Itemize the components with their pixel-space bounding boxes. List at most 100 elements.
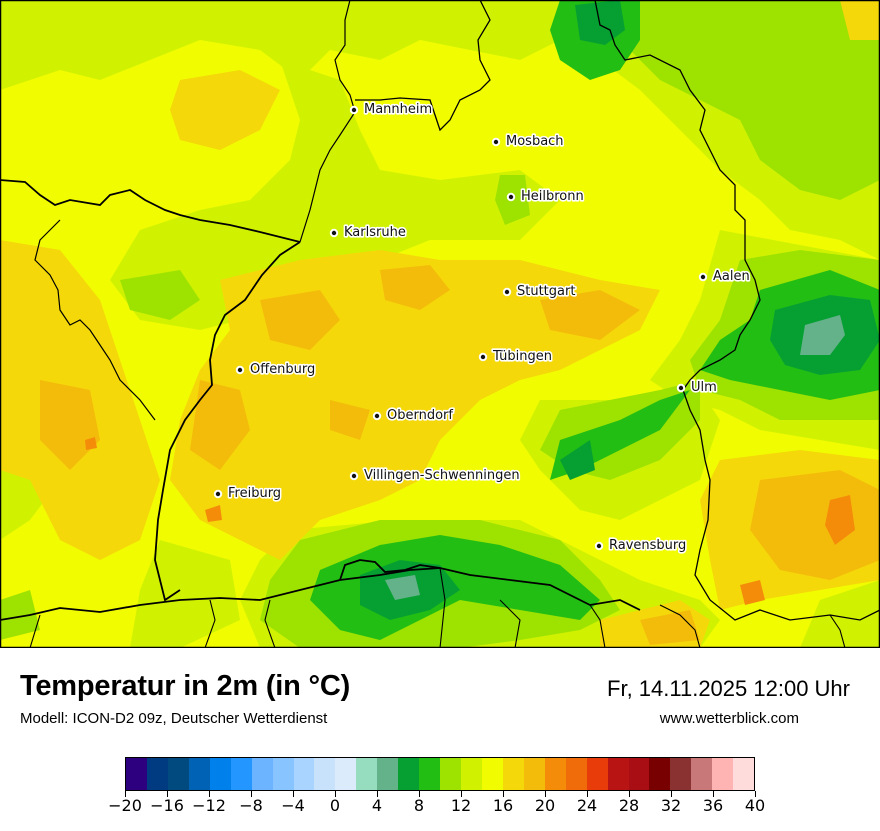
colorbar-segment	[481, 758, 503, 790]
city-marker: Mannheim	[349, 100, 434, 119]
city-label: Stuttgart	[517, 284, 575, 299]
city-dot-icon	[329, 228, 339, 238]
colorbar-tick	[251, 791, 252, 797]
colorbar-segment	[251, 758, 273, 790]
colorbar-tick	[587, 791, 588, 797]
colorbar-segment	[712, 758, 734, 790]
temp-band-20-22	[85, 437, 855, 605]
city-marker: Mosbach	[491, 132, 565, 151]
colorbar-segment	[272, 758, 294, 790]
city-dot-icon	[235, 365, 245, 375]
colorbar-segment	[691, 758, 713, 790]
colorbar-tick-label: 12	[450, 796, 472, 815]
colorbar-tick	[335, 791, 336, 797]
city-dot-icon	[676, 383, 686, 393]
colorbar-segment	[167, 758, 189, 790]
city-label: Oberndorf	[387, 408, 453, 423]
city-dot-icon	[594, 541, 604, 551]
city-marker: Aalen	[698, 267, 751, 286]
colorbar-tick-label: 0	[329, 796, 341, 815]
colorbar-segment	[126, 758, 147, 790]
city-label: Mannheim	[364, 102, 432, 117]
colorbar-segment	[523, 758, 545, 790]
valid-datetime: Fr, 14.11.2025 12:00 Uhr	[607, 676, 850, 701]
city-dot-icon	[506, 192, 516, 202]
colorbar-tick-label: 20	[534, 796, 556, 815]
city-label: Heilbronn	[521, 189, 584, 204]
colorbar-tick-label: 36	[702, 796, 724, 815]
city-label: Freiburg	[228, 486, 281, 501]
colorbar-tick	[293, 791, 294, 797]
map-canvas: Mannheim Mosbach Heilbronn Karlsruhe Aalen St…	[0, 0, 880, 648]
colorbar-segment	[146, 758, 168, 790]
model-info: Modell: ICON-D2 09z, Deutscher Wetterdie…	[20, 710, 328, 727]
colorbar-segment	[440, 758, 461, 790]
city-marker: Ulm	[676, 378, 718, 397]
colorbar-tick-label: −8	[239, 796, 263, 815]
colorbar-segment	[670, 758, 692, 790]
colorbar-tick-label: 28	[618, 796, 640, 815]
colorbar-segment	[209, 758, 231, 790]
city-label: Karlsruhe	[344, 225, 406, 240]
colorbar-tick-label: 40	[744, 796, 766, 815]
temperature-colorbar	[125, 757, 755, 791]
colorbar-tick-label: 4	[371, 796, 383, 815]
colorbar-tick	[671, 791, 672, 797]
temperature-map: Mannheim Mosbach Heilbronn Karlsruhe Aalen St…	[0, 0, 880, 648]
colorbar-segment	[314, 758, 336, 790]
city-label: Villingen-Schwenningen	[364, 468, 520, 483]
colorbar-tick	[419, 791, 420, 797]
city-label: Offenburg	[250, 362, 315, 377]
colorbar-tick	[209, 791, 210, 797]
city-marker: Ravensburg	[594, 536, 688, 555]
colorbar-tick-label: −16	[150, 796, 184, 815]
city-label: Aalen	[713, 269, 750, 284]
city-marker: Heilbronn	[506, 187, 585, 206]
colorbar-tick	[755, 791, 756, 797]
colorbar-segment	[335, 758, 357, 790]
colorbar-segment	[398, 758, 420, 790]
city-marker: Offenburg	[235, 360, 317, 379]
city-marker: Oberndorf	[372, 406, 455, 425]
website-link[interactable]: www.wetterblick.com	[659, 710, 799, 727]
admin-borders	[0, 0, 880, 648]
temp-band-4-6	[385, 315, 845, 600]
colorbar-segment	[419, 758, 441, 790]
colorbar-segment	[230, 758, 252, 790]
colorbar-tick	[713, 791, 714, 797]
colorbar-segment	[293, 758, 315, 790]
colorbar-tick	[125, 791, 126, 797]
colorbar-tick	[167, 791, 168, 797]
colorbar-tick	[629, 791, 630, 797]
colorbar-tick	[377, 791, 378, 797]
city-dot-icon	[502, 287, 512, 297]
city-dot-icon	[349, 105, 359, 115]
city-dot-icon	[478, 352, 488, 362]
colorbar-segment	[544, 758, 566, 790]
city-label: Ulm	[691, 380, 717, 395]
city-dot-icon	[491, 137, 501, 147]
colorbar-segment	[649, 758, 671, 790]
colorbar-tick-label: −4	[281, 796, 305, 815]
colorbar-tick-label: −12	[192, 796, 226, 815]
city-marker: Tübingen	[478, 347, 554, 366]
colorbar-segment	[628, 758, 650, 790]
colorbar-tick	[503, 791, 504, 797]
colorbar-segment	[377, 758, 399, 790]
colorbar-segment	[461, 758, 482, 790]
colorbar-segment	[356, 758, 378, 790]
city-marker: Freiburg	[213, 484, 283, 503]
colorbar-tick-label: 24	[576, 796, 598, 815]
city-label: Mosbach	[506, 134, 564, 149]
city-dot-icon	[372, 411, 382, 421]
colorbar-tick-label: 16	[492, 796, 514, 815]
colorbar-tick-label: −20	[108, 796, 142, 815]
colorbar-tick	[461, 791, 462, 797]
city-marker: Karlsruhe	[329, 223, 407, 242]
city-marker: Villingen-Schwenningen	[349, 466, 521, 485]
colorbar-tick-label: 8	[413, 796, 425, 815]
map-title: Temperatur in 2m (in °C)	[20, 670, 351, 702]
city-label: Ravensburg	[609, 538, 686, 553]
city-markers: Mannheim Mosbach Heilbronn Karlsruhe Aalen St…	[213, 100, 751, 555]
colorbar-ticks: −20 −16 −12 −8 −4 0 4 8 12 16 20 24 28 32 36 40	[108, 791, 765, 831]
